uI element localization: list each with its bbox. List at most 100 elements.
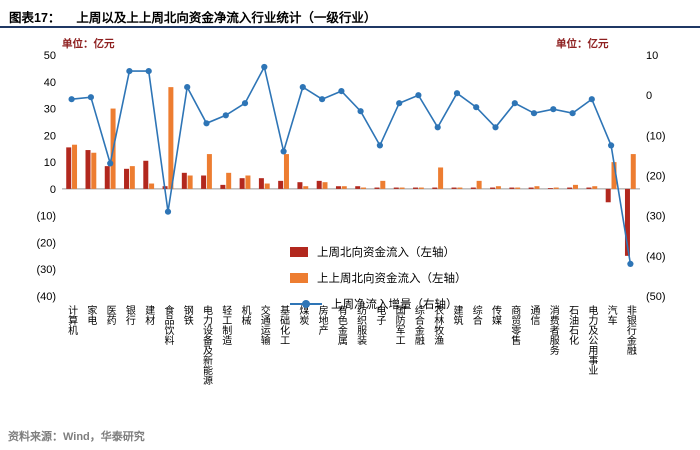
- bar-prevweek: [303, 186, 309, 189]
- x-axis-label: 通信: [528, 305, 540, 325]
- bar-prevweek: [380, 180, 386, 189]
- bar-lastweek: [509, 187, 515, 189]
- bar-lastweek: [201, 175, 207, 189]
- bar-lastweek: [316, 180, 322, 189]
- chart-area: 单位：亿元 单位：亿元 50 40 30 20 10 0 (10) (20) (30) (40) 1…: [0, 28, 700, 404]
- netflow-point: [107, 160, 114, 167]
- netflow-point: [569, 110, 576, 117]
- x-axis-label: 煤炭: [296, 305, 308, 325]
- netflow-line-swatch: [290, 300, 322, 308]
- x-axis-label: 非银行金融: [624, 305, 636, 355]
- bar-prevweek: [322, 182, 328, 189]
- x-axis-label: 商贸零售: [508, 305, 520, 345]
- bar-lastweek: [297, 182, 303, 189]
- x-axis-label: 国防军工: [393, 305, 405, 345]
- bar-prevweek: [630, 154, 636, 189]
- right-axis-tick: 10: [646, 50, 658, 62]
- netflow-line-marker: [302, 300, 310, 308]
- bar-lastweek: [355, 186, 361, 189]
- bar-lastweek: [66, 147, 72, 189]
- netflow-point: [588, 96, 595, 103]
- bar-prevweek: [572, 184, 578, 189]
- netflow-point: [184, 84, 191, 91]
- right-axis-unit-label: 单位：亿元: [556, 38, 609, 50]
- x-axis-label: 汽车: [605, 305, 617, 325]
- x-axis-label: 有色金属: [335, 305, 347, 345]
- x-axis-label: 计算机: [65, 305, 77, 335]
- x-axis-label: 综合金融: [412, 305, 424, 345]
- x-axis-label: 家电: [84, 305, 96, 325]
- bar-prevweek: [495, 186, 501, 189]
- bar-prevweek: [341, 186, 347, 189]
- bar-prevweek: [91, 152, 97, 189]
- left-axis-tick: 20: [44, 130, 56, 142]
- bar-lastweek: [278, 180, 284, 189]
- bar-prevweek: [534, 186, 540, 189]
- bar-lastweek: [104, 166, 110, 189]
- x-axis-label: 传媒: [489, 305, 501, 325]
- bar-lastweek: [470, 187, 476, 189]
- bar-prevweek: [168, 87, 174, 189]
- x-axis-label: 建筑: [450, 305, 462, 325]
- netflow-point: [357, 108, 364, 115]
- netflow-point: [415, 92, 422, 99]
- bar-lastweek: [432, 187, 438, 189]
- netflow-point: [434, 124, 441, 131]
- bar-lastweek: [239, 178, 245, 189]
- left-axis-tick: 0: [50, 184, 56, 196]
- bar-lastweek: [393, 187, 399, 189]
- bar-lastweek: [124, 168, 130, 189]
- chart-legend: 上周北向资金流入（左轴） 上上周北向资金流入（左轴） 上周净流入增量（右轴）: [290, 244, 467, 312]
- right-axis-tick: 0: [646, 90, 652, 102]
- netflow-point: [319, 96, 326, 103]
- bar-prevweek: [206, 154, 212, 189]
- bar-prevweek: [399, 187, 405, 189]
- legend-label: 上周北向资金流入（左轴）: [317, 247, 455, 259]
- bar-lastweek: [220, 184, 226, 189]
- bar-lastweek: [567, 187, 573, 189]
- right-axis-tick: (20): [646, 171, 666, 183]
- x-axis-label: 轻工制造: [219, 305, 231, 345]
- bar-prevweek: [283, 154, 289, 189]
- left-axis-tick: (20): [36, 237, 56, 249]
- netflow-point: [453, 90, 461, 97]
- x-axis-label: 交通运输: [258, 305, 270, 345]
- netflow-point: [222, 112, 229, 119]
- netflow-point: [511, 100, 518, 107]
- bar-prevweek: [611, 162, 617, 189]
- x-axis-label: 房地产: [316, 305, 328, 335]
- x-axis-label: 医药: [104, 305, 116, 325]
- netflow-point: [376, 142, 383, 149]
- netflow-point: [164, 208, 172, 215]
- bar-prevweek: [515, 187, 521, 189]
- bar-prevweek: [438, 167, 444, 189]
- bar-lastweek: [547, 188, 553, 189]
- bar-lastweek: [490, 187, 496, 189]
- bar-lastweek: [605, 188, 611, 203]
- netflow-line: [71, 64, 632, 265]
- x-axis-label: 建材: [142, 305, 154, 325]
- netflow-point: [68, 96, 75, 103]
- source-note: 资料来源：Wind，华泰研究: [8, 431, 145, 443]
- netflow-point: [530, 110, 538, 117]
- x-axis-label: 机械: [239, 305, 251, 325]
- x-axis-label: 电力设备及新能源: [200, 305, 212, 385]
- left-axis-tick: (10): [36, 211, 56, 223]
- netflow-point: [550, 106, 557, 113]
- bar-prevweek: [264, 183, 270, 189]
- legend-label: 上上周北向资金流入（左轴）: [317, 273, 467, 285]
- lastweek-bar-swatch: [290, 247, 308, 257]
- bar-prevweek: [592, 186, 598, 189]
- bar-prevweek: [553, 187, 559, 189]
- netflow-point: [280, 148, 287, 155]
- x-axis-label: 消费者服务: [547, 305, 559, 355]
- netflow-point: [396, 100, 403, 107]
- x-axis-label: 基础化工: [277, 305, 289, 345]
- figure-tag: 图表17：: [9, 11, 61, 25]
- netflow-point: [241, 100, 249, 107]
- netflow-point: [338, 88, 345, 95]
- x-axis-label: 电力及公用事业: [585, 305, 597, 375]
- left-axis-unit-label: 单位：亿元: [62, 38, 115, 50]
- netflow-point: [473, 104, 480, 111]
